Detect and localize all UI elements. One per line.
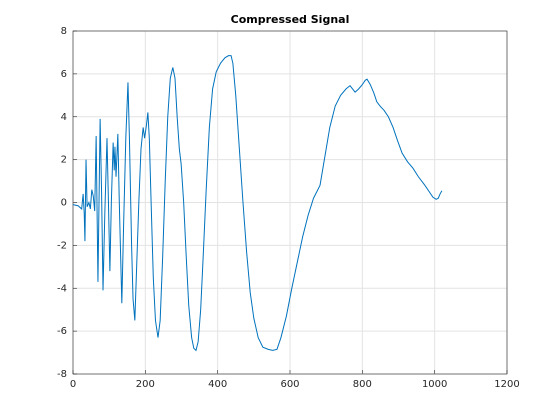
y-tick-label: -6 <box>57 326 67 337</box>
y-tick-label: 2 <box>61 155 67 166</box>
x-tick-label: 400 <box>208 379 227 390</box>
y-tick-label: 4 <box>61 112 67 123</box>
x-tick-label: 600 <box>280 379 299 390</box>
line-series <box>72 55 443 352</box>
y-tick-label: -8 <box>57 369 67 380</box>
y-tick-label: 0 <box>61 198 67 209</box>
y-tick-label: -2 <box>57 240 67 251</box>
x-tick-label: 200 <box>136 379 155 390</box>
x-tick-label: 1000 <box>422 379 447 390</box>
y-tick-label: 8 <box>61 26 67 37</box>
x-tick-label: 1200 <box>494 379 519 390</box>
y-tick-label: 6 <box>61 69 67 80</box>
plot-frame <box>72 30 508 375</box>
x-tick-label: 800 <box>353 379 372 390</box>
chart-title: Compressed Signal <box>231 13 350 26</box>
x-tick-label: 0 <box>70 379 76 390</box>
y-tick-label: -4 <box>57 283 67 294</box>
